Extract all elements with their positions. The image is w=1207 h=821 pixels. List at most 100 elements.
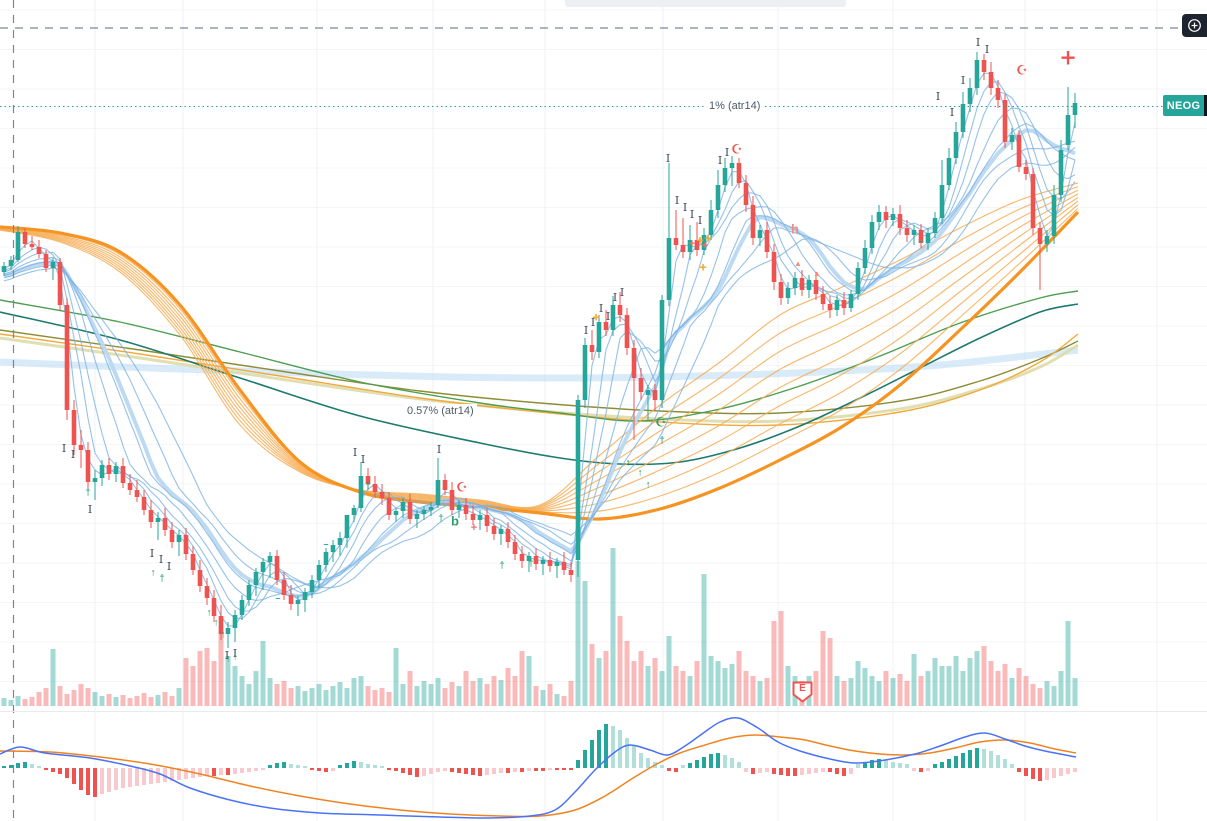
volume-bar (43, 688, 49, 706)
macd-histogram-bar (401, 768, 405, 773)
macd-histogram-bar (226, 768, 230, 775)
macd-histogram-bar (590, 740, 594, 768)
macd-histogram-bar (478, 768, 482, 776)
volume-bar (1023, 676, 1029, 706)
candle (533, 556, 539, 564)
candle (890, 214, 896, 220)
macd-histogram-bar (380, 766, 384, 768)
candle (498, 529, 504, 534)
orange-ribbon-layer (0, 182, 1080, 521)
volume-bar (785, 666, 791, 706)
macd-histogram-bar (352, 761, 356, 768)
candle (43, 254, 49, 268)
volume-bar (498, 680, 504, 706)
volume-bar (911, 654, 917, 706)
macd-histogram-bar (660, 765, 664, 768)
macd-histogram-bar (856, 764, 860, 768)
macd-histogram-bar (513, 768, 517, 772)
macd-histogram-bar (884, 760, 888, 768)
candle (204, 586, 210, 598)
macd-histogram-bar (338, 765, 342, 768)
candle (428, 507, 434, 510)
candle (1065, 115, 1071, 145)
candle (176, 535, 182, 542)
volume-bar (50, 649, 56, 706)
marker-crescent-red: ☪ (1016, 63, 1028, 78)
candle (344, 515, 350, 538)
volume-bar (246, 684, 252, 706)
volume-bar (260, 641, 266, 706)
volume-bar (645, 666, 651, 706)
candle (57, 262, 63, 305)
volume-bar (365, 686, 371, 706)
volume-bar (358, 676, 364, 706)
volume-bar (183, 658, 189, 706)
macd-histogram-bar (534, 768, 538, 771)
candle (610, 305, 616, 330)
candle (85, 450, 91, 482)
candle (351, 508, 357, 515)
candle (29, 244, 35, 247)
macd-histogram-bar (891, 762, 895, 768)
candle (624, 315, 630, 348)
macd-histogram-bar (835, 768, 839, 774)
candle (631, 348, 637, 378)
candle (547, 560, 553, 566)
volume-bar (456, 686, 462, 706)
macd-histogram-bar (604, 724, 608, 768)
volume-bar (876, 681, 882, 706)
candle (120, 466, 126, 483)
volume-bar (120, 695, 126, 706)
candle (925, 233, 931, 243)
macd-histogram-bar (65, 768, 69, 778)
macd-histogram-bar (219, 768, 223, 775)
volume-bar (225, 656, 231, 706)
marker-green-up: ↑ (626, 458, 631, 469)
volume-bar (736, 651, 742, 706)
marker-i-tick: I (985, 43, 989, 56)
macd-histogram-bar (289, 764, 293, 768)
volume-bar (78, 684, 84, 706)
candle (575, 400, 581, 560)
candle (757, 230, 763, 238)
candle (680, 245, 686, 252)
macd-histogram-bar (303, 766, 307, 768)
macd-histogram-bar (408, 768, 412, 775)
macd-histogram-bar (345, 763, 349, 768)
candle (155, 518, 161, 522)
marker-i-tick: I (88, 503, 92, 516)
volume-bar (715, 661, 721, 706)
candle (1016, 135, 1022, 167)
candle (659, 300, 665, 400)
volume-bar (407, 671, 413, 706)
atr-upper-band-label: 1% (atr14) (706, 99, 764, 113)
marker-i-tick: I (437, 443, 441, 456)
volume-bar (239, 676, 245, 706)
candle (715, 185, 721, 210)
macd-histogram-bar (499, 768, 503, 773)
macd-histogram-bar (828, 768, 832, 772)
macd-histogram-bar (520, 768, 524, 772)
candles-layer (1, 52, 1078, 648)
candle (260, 562, 266, 572)
scale-edge-strip (1204, 95, 1207, 116)
candle (78, 445, 84, 450)
candle (827, 304, 833, 310)
macd-histogram-bar (975, 748, 979, 768)
macd-histogram-bar (198, 768, 202, 777)
macd-histogram-bar (744, 768, 748, 772)
zoom-in-button[interactable] (1182, 14, 1207, 37)
volume-bar (85, 688, 91, 706)
earnings-badge[interactable]: E (791, 680, 814, 704)
symbol-price-label[interactable]: NEOG (1163, 95, 1204, 116)
macd-histogram-bar (912, 768, 916, 771)
macd-histogram-bar (751, 768, 755, 774)
macd-histogram-bar (443, 768, 447, 771)
volume-bar (561, 696, 567, 706)
candle (1037, 228, 1043, 244)
macd-histogram-bar (86, 768, 90, 795)
volume-bar (491, 676, 497, 706)
candle (309, 580, 315, 592)
volume-bar (1009, 678, 1015, 706)
